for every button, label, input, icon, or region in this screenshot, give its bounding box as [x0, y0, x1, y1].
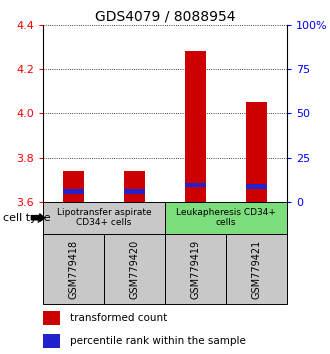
Bar — [226, 234, 287, 304]
Bar — [165, 202, 287, 234]
Text: percentile rank within the sample: percentile rank within the sample — [70, 336, 246, 346]
Bar — [185, 51, 206, 202]
Bar — [43, 234, 104, 304]
Text: GSM779421: GSM779421 — [251, 239, 262, 299]
Title: GDS4079 / 8088954: GDS4079 / 8088954 — [95, 10, 235, 24]
Bar — [246, 102, 267, 202]
Bar — [63, 189, 84, 194]
Bar — [43, 202, 165, 234]
Bar — [124, 171, 145, 202]
Bar — [63, 171, 84, 202]
Text: Lipotransfer aspirate
CD34+ cells: Lipotransfer aspirate CD34+ cells — [57, 208, 151, 227]
Text: Leukapheresis CD34+
cells: Leukapheresis CD34+ cells — [176, 208, 276, 227]
Bar — [104, 234, 165, 304]
Bar — [43, 334, 60, 348]
Bar — [185, 183, 206, 187]
Text: GSM779418: GSM779418 — [68, 239, 79, 299]
Bar — [165, 234, 226, 304]
Bar — [246, 184, 267, 189]
Text: transformed count: transformed count — [70, 313, 167, 323]
Text: cell type: cell type — [3, 213, 51, 223]
Bar — [43, 312, 60, 325]
Text: GSM779419: GSM779419 — [190, 239, 201, 299]
Bar — [124, 189, 145, 194]
Text: GSM779420: GSM779420 — [129, 239, 140, 299]
